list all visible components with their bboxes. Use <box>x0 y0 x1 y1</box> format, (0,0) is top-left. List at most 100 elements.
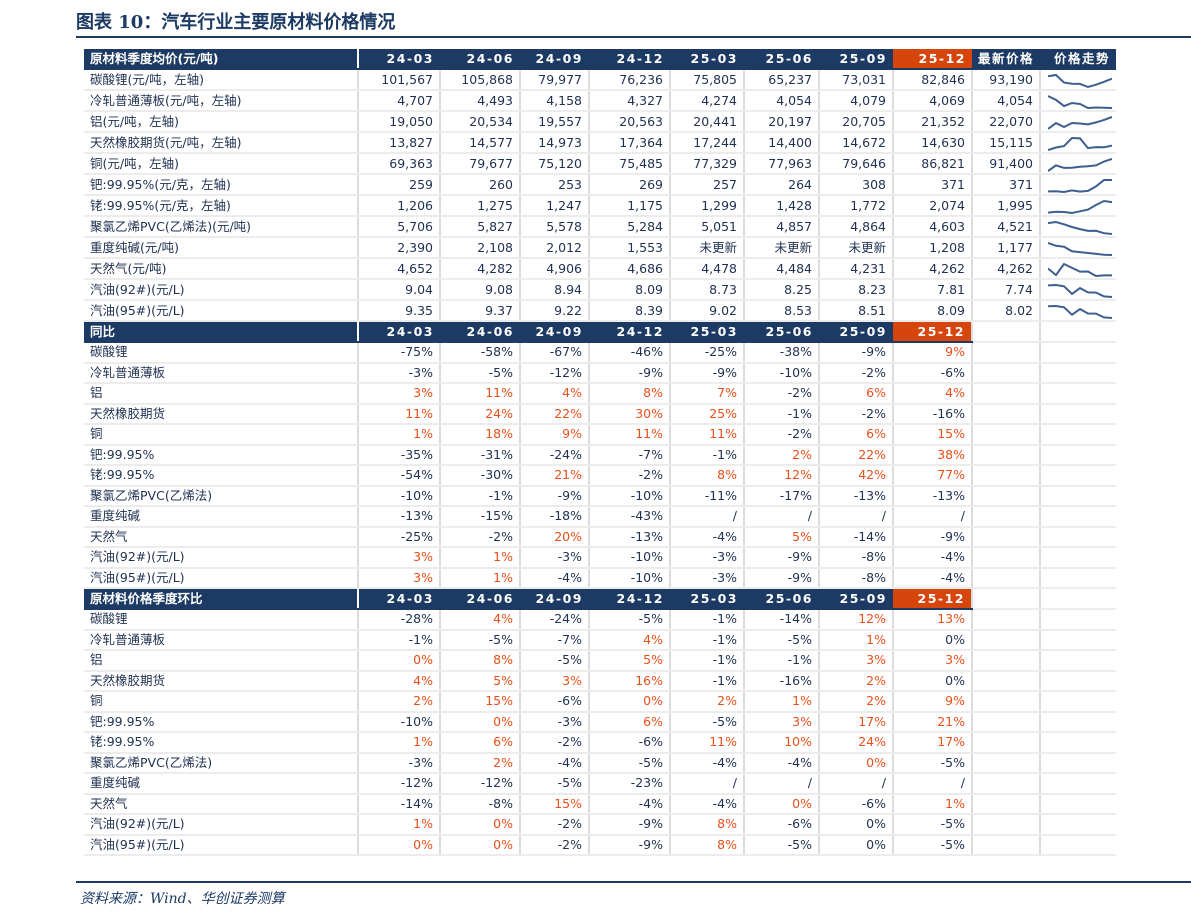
row-label: 重度纯碱 <box>84 506 358 528</box>
empty-cell <box>970 465 1041 487</box>
latest-price-cell: 1,995 <box>970 195 1041 217</box>
table-row: 碳酸锂(元/吨，左轴) 101,567 105,868 79,977 76,236 75,… <box>84 69 1117 91</box>
value-cell: 4,857 <box>743 216 819 238</box>
value-cell: -35% <box>357 444 440 466</box>
empty-cell <box>1039 650 1117 672</box>
sparkline <box>1047 304 1113 319</box>
value-cell: -1% <box>669 650 744 672</box>
value-cell: -31% <box>439 444 520 466</box>
value-cell: -2% <box>588 465 670 487</box>
row-label: 汽油(95#)(元/L) <box>84 300 358 322</box>
section-header-row: 原材料价格季度环比 24-03 24-06 24-09 24-12 25-03 25-06 2… <box>84 588 1117 610</box>
value-cell: / <box>669 773 744 795</box>
value-cell: 7.81 <box>892 279 972 301</box>
bottom-divider <box>76 881 1191 883</box>
empty-cell <box>970 424 1041 446</box>
value-cell: 8.09 <box>892 300 972 322</box>
sparkline <box>1047 199 1113 214</box>
value-cell: -13% <box>818 485 893 507</box>
value-cell: -5% <box>743 834 819 856</box>
value-cell: 11% <box>588 424 670 446</box>
value-cell: 38% <box>892 444 972 466</box>
table-row: 铝(元/吨，左轴) 19,050 20,534 19,557 20,563 20,441 2… <box>84 111 1117 133</box>
empty-cell <box>970 506 1041 528</box>
value-cell: -4% <box>892 547 972 569</box>
value-cell: 105,868 <box>439 69 520 91</box>
value-cell: 0% <box>439 834 520 856</box>
row-label: 铑:99.95% <box>84 465 358 487</box>
value-cell: 5,284 <box>588 216 670 238</box>
empty-cell <box>970 691 1041 713</box>
value-cell: 未更新 <box>669 237 744 259</box>
value-cell: / <box>669 506 744 528</box>
empty-cell <box>1039 732 1117 754</box>
value-cell: -16% <box>892 403 972 425</box>
value-cell: 6% <box>439 732 520 754</box>
value-cell: 4,603 <box>892 216 972 238</box>
period-header: 24-03 <box>357 49 440 70</box>
value-cell: 2,074 <box>892 195 972 217</box>
value-cell: -3% <box>357 362 440 384</box>
value-cell: -30% <box>439 465 520 487</box>
value-cell: -3% <box>669 547 744 569</box>
table-row: 汽油(92#)(元/L) 3% 1% -3% -10% -3% -9% -8% -4% <box>84 547 1117 569</box>
value-cell: 0% <box>818 834 893 856</box>
table-row: 冷轧普通薄板(元/吨，左轴) 4,707 4,493 4,158 4,327 4,274 4… <box>84 90 1117 112</box>
empty-cell <box>970 485 1041 507</box>
value-cell: -1% <box>439 485 520 507</box>
value-cell: 4,478 <box>669 258 744 280</box>
sparkline <box>1048 178 1113 193</box>
value-cell: 8% <box>439 650 520 672</box>
value-cell: -2% <box>743 424 819 446</box>
value-cell: -3% <box>669 567 744 589</box>
sparkline <box>1047 220 1113 235</box>
value-cell: 2% <box>818 670 893 692</box>
value-cell: -4% <box>892 567 972 589</box>
value-cell: / <box>892 506 972 528</box>
empty-cell <box>1039 567 1117 589</box>
empty-cell <box>1039 424 1117 446</box>
value-cell: -2% <box>519 834 589 856</box>
row-label: 冷轧普通薄板(元/吨，左轴) <box>84 90 358 112</box>
value-cell: 2,390 <box>357 237 440 259</box>
value-cell: 16% <box>588 670 670 692</box>
value-cell: 79,677 <box>439 153 520 175</box>
table-row: 钯:99.95%(元/克，左轴) 259 260 253 269 257 264 308 371… <box>84 174 1117 196</box>
value-cell: 8.09 <box>588 279 670 301</box>
value-cell: 1,428 <box>743 195 819 217</box>
value-cell: -3% <box>519 547 589 569</box>
value-cell: 13% <box>892 609 972 631</box>
value-cell: 4,282 <box>439 258 520 280</box>
sparkline-line <box>1047 73 1113 88</box>
row-label: 聚氯乙烯PVC(乙烯法)(元/吨) <box>84 216 358 238</box>
value-cell: 1% <box>818 629 893 651</box>
value-cell: 14,630 <box>892 132 972 154</box>
value-cell: 0% <box>588 691 670 713</box>
period-header: 24-12 <box>589 321 670 343</box>
value-cell: -4% <box>669 526 744 548</box>
period-header: 25-03 <box>670 321 744 343</box>
value-cell: -13% <box>357 506 440 528</box>
row-label: 天然气 <box>84 526 358 548</box>
period-header: 25-06 <box>744 49 819 70</box>
value-cell: -1% <box>357 629 440 651</box>
value-cell: 308 <box>818 174 893 196</box>
value-cell: 5,827 <box>439 216 520 238</box>
table-row: 冷轧普通薄板 -3% -5% -12% -9% -9% -10% -2% -6% <box>84 362 1117 384</box>
value-cell: -5% <box>588 752 670 774</box>
table-row: 天然橡胶期货(元/吨，左轴) 13,827 14,577 14,973 17,364 17… <box>84 132 1117 154</box>
empty-cell <box>970 609 1041 631</box>
value-cell: / <box>892 773 972 795</box>
value-cell: -6% <box>743 814 819 836</box>
row-label: 冷轧普通薄板 <box>84 629 358 651</box>
value-cell: -6% <box>892 362 972 384</box>
row-label: 天然橡胶期货(元/吨，左轴) <box>84 132 358 154</box>
sparkline-line <box>1047 157 1113 172</box>
value-cell: 253 <box>519 174 589 196</box>
value-cell: -8% <box>818 567 893 589</box>
row-label: 天然橡胶期货 <box>84 670 358 692</box>
sparkline-line <box>1047 304 1113 319</box>
table-row: 铑:99.95% 1% 6% -2% -6% 11% 10% 24% 17% <box>84 732 1117 754</box>
value-cell: 11% <box>669 424 744 446</box>
value-cell: 9.04 <box>357 279 440 301</box>
